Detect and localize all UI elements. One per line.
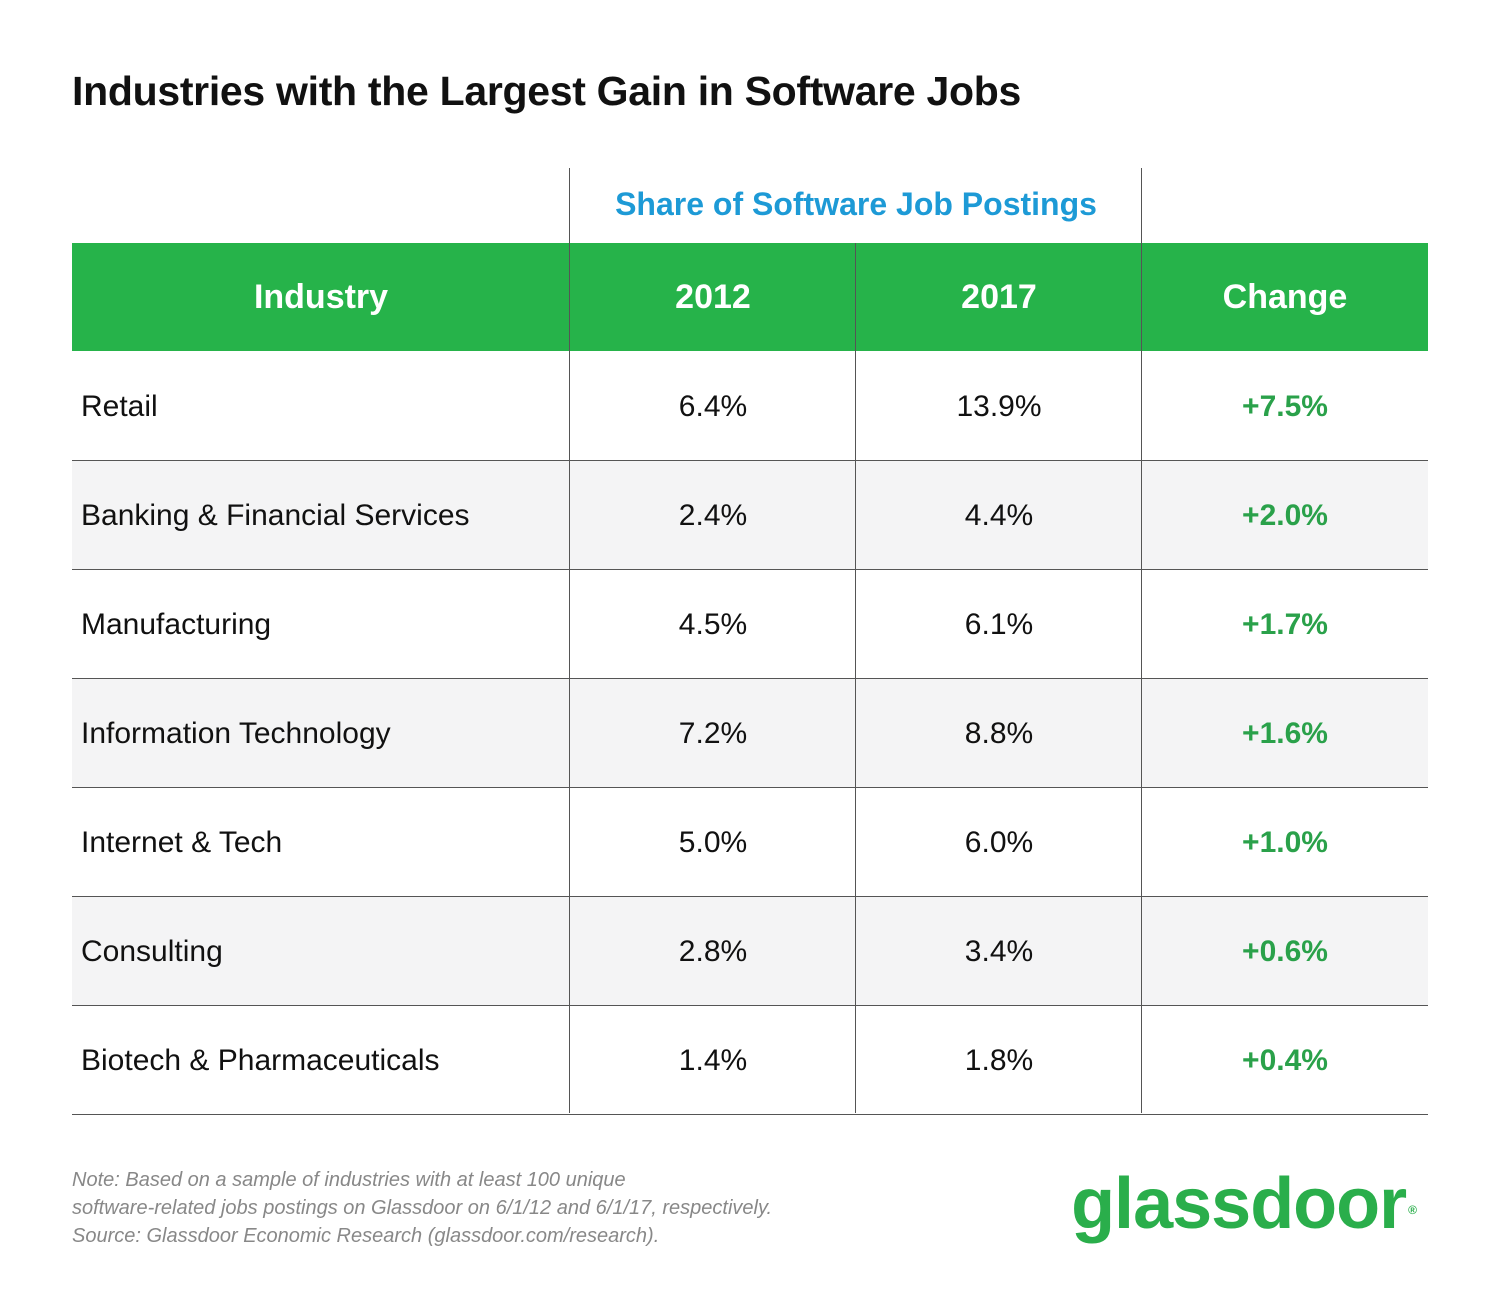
logo-text: glassdoor [1071,1164,1407,1244]
row-separator [72,1005,1428,1006]
footnote-line: software-related jobs postings on Glassd… [72,1197,773,1219]
industry-cell: Manufacturing [81,608,272,641]
value-2017-cell: 13.9% [956,390,1042,423]
footnote-line: Source: Glassdoor Economic Research (gla… [72,1225,660,1247]
row-separator [72,1114,1428,1115]
table-row: Banking & Financial Services 2.4% 4.4% +2.0… [72,461,1428,570]
value-2012-cell: 1.4% [678,1044,748,1077]
group-header: Share of Software Job Postings [615,186,1097,222]
row-separator [72,896,1428,897]
row-separator [72,460,1428,461]
column-divider [1141,168,1142,1113]
footnote-line: Note: Based on a sample of industries wi… [72,1169,626,1191]
glassdoor-logo: glassdoor ® [1071,1168,1417,1240]
table-row: Biotech & Pharmaceuticals 1.4% 1.8% +0.4% [72,1006,1428,1115]
value-2012-cell: 2.8% [678,935,748,968]
table-header: Industry 2012 2017 Change [72,243,1428,351]
column-divider [569,168,570,1113]
column-divider [855,243,856,1113]
change-cell: +1.6% [1242,717,1328,750]
value-2012-cell: 2.4% [678,499,748,532]
column-header-2012: 2012 [675,278,751,316]
industry-cell: Banking & Financial Services [81,499,470,532]
change-cell: +1.7% [1242,608,1328,641]
change-cell: +0.6% [1242,935,1328,968]
table-row: Manufacturing 4.5% 6.1% +1.7% [72,570,1428,679]
industry-cell: Retail [81,390,158,423]
value-2012-cell: 7.2% [678,717,748,750]
table-row: Retail 6.4% 13.9% +7.5% [72,352,1428,461]
row-separator [72,678,1428,679]
industry-cell: Internet & Tech [81,826,283,859]
change-cell: +7.5% [1242,390,1328,423]
value-2012-cell: 5.0% [678,826,748,859]
footnote: Note: Based on a sample of industries wi… [72,1166,772,1250]
change-cell: +1.0% [1242,826,1328,859]
chart-title: Industries with the Largest Gain in Soft… [72,68,1021,114]
table-row: Information Technology 7.2% 8.8% +1.6% [72,679,1428,788]
value-2017-cell: 3.4% [964,935,1034,968]
column-header-industry: Industry [253,278,389,316]
industry-cell: Consulting [81,935,223,968]
value-2012-cell: 4.5% [678,608,748,641]
row-separator [72,569,1428,570]
table-row: Internet & Tech 5.0% 6.0% +1.0% [72,788,1428,897]
value-2017-cell: 1.8% [964,1044,1034,1077]
column-header-2017: 2017 [961,278,1037,316]
change-cell: +0.4% [1242,1044,1328,1077]
value-2017-cell: 4.4% [964,499,1034,532]
change-cell: +2.0% [1242,499,1328,532]
row-separator [72,787,1428,788]
value-2017-cell: 8.8% [964,717,1034,750]
industry-cell: Biotech & Pharmaceuticals [81,1044,440,1077]
registered-mark: ® [1408,1203,1417,1217]
value-2012-cell: 6.4% [678,390,748,423]
value-2017-cell: 6.0% [964,826,1034,859]
value-2017-cell: 6.1% [964,608,1034,641]
column-header-change: Change [1222,278,1348,316]
industry-cell: Information Technology [81,717,391,750]
table-row: Consulting 2.8% 3.4% +0.6% [72,897,1428,1006]
